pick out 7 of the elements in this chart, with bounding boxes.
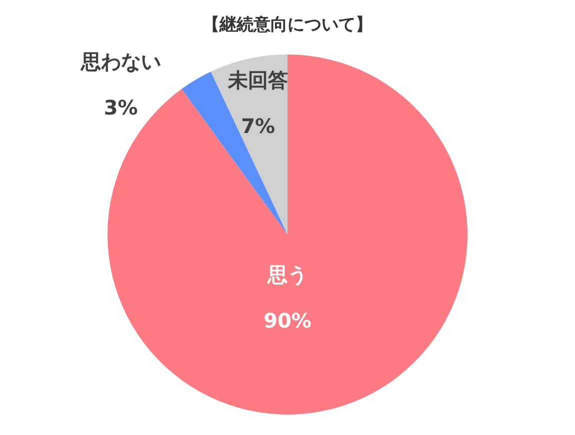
slice-label: 思う (266, 262, 308, 286)
data-label: 3% (104, 96, 138, 120)
slice-label: 思わない (80, 50, 161, 74)
pie-slice (182, 72, 288, 234)
data-label: 90% (264, 308, 312, 332)
data-label: 7% (241, 114, 276, 138)
chart-title: 【継続意向について】 (202, 15, 372, 35)
